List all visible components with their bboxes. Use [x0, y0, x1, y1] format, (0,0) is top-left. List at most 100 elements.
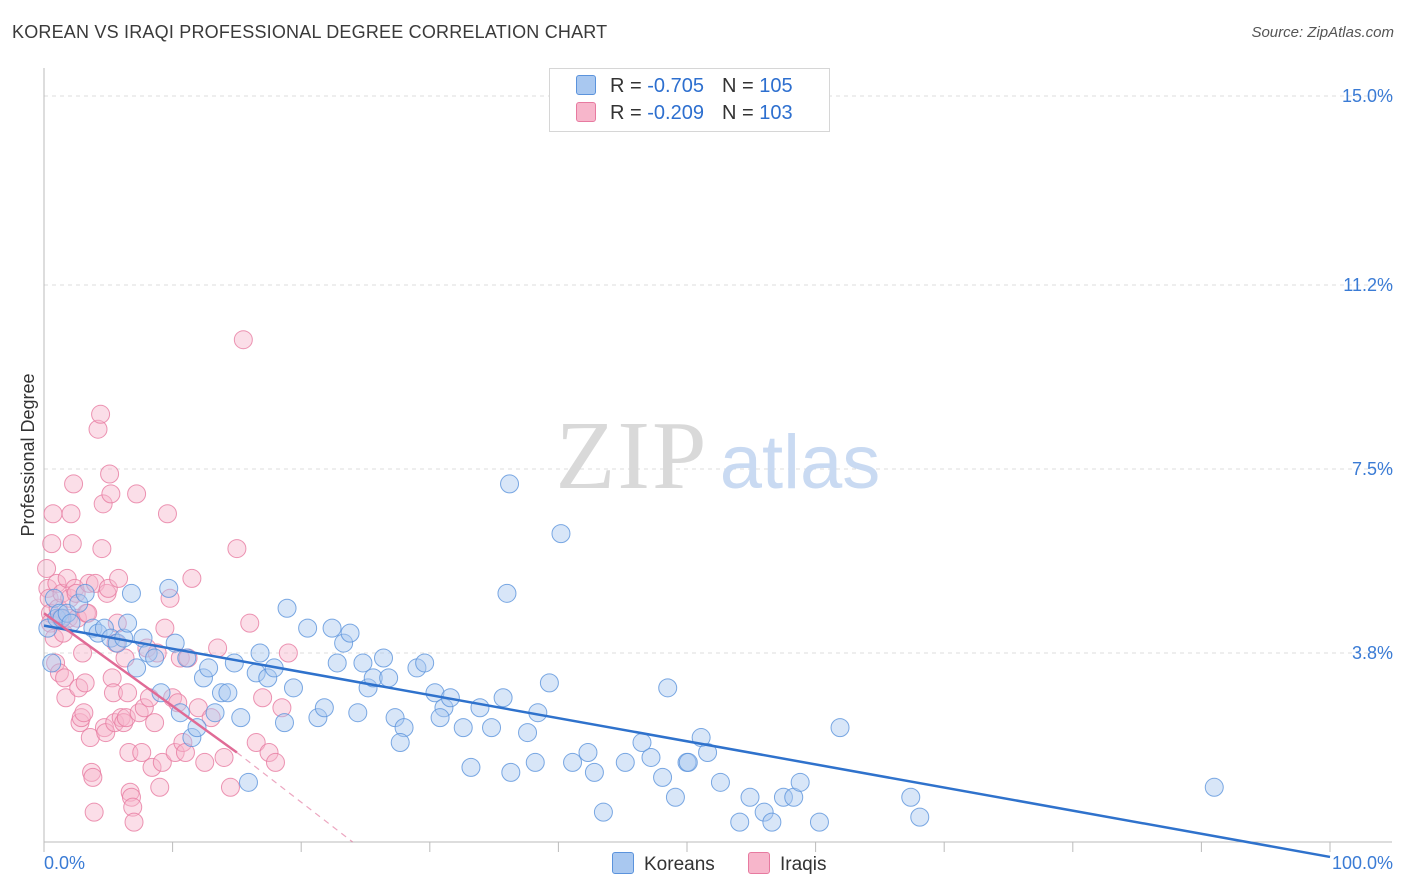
iraqi-point-75 [150, 777, 170, 797]
iraqi-point-22 [64, 474, 84, 494]
y-tick-label-1: 7.5% [1352, 459, 1393, 479]
iraqi-point-102 [278, 643, 298, 663]
iraqi-point-40 [88, 419, 108, 439]
iraqi-point-19 [60, 588, 80, 608]
bottom-legend-iraqi: Iraqis [748, 852, 826, 876]
iraqi-point-1 [38, 578, 58, 598]
iraqi-n-label: N = [721, 102, 754, 124]
iraqi-point-31 [75, 673, 95, 693]
korean-point-54 [363, 668, 383, 688]
korean-point-48 [327, 653, 347, 673]
legend-row-korean: R = -0.705 N = 105 [576, 75, 793, 99]
iraqi-point-99 [259, 742, 279, 762]
x-tick-label-min: 0.0% [44, 853, 85, 873]
korean-point-52 [353, 653, 373, 673]
korean-legend-swatch [612, 852, 634, 874]
korean-point-94 [730, 812, 750, 832]
korean-point-39 [258, 668, 278, 688]
korean-point-98 [773, 787, 793, 807]
korean-point-27 [182, 728, 202, 748]
korean-point-85 [641, 747, 661, 767]
korean-point-36 [238, 772, 258, 792]
korean-point-102 [830, 718, 850, 738]
iraqi-point-26 [69, 678, 89, 698]
iraqi-point-100 [265, 752, 285, 772]
korean-point-90 [678, 752, 698, 772]
korean-point-51 [348, 703, 368, 723]
iraqi-point-77 [155, 618, 175, 638]
y-tick-label-0: 3.8% [1352, 643, 1393, 663]
iraqi-point-79 [160, 588, 180, 608]
korean-point-29 [193, 668, 213, 688]
watermark-atlas: atlas [720, 420, 881, 505]
korean-point-59 [390, 733, 410, 753]
x-axis-ticks [43, 842, 1331, 852]
legend-row-iraqi: R = -0.209 N = 103 [576, 102, 793, 126]
korean-point-46 [314, 698, 334, 718]
iraqi-point-50 [102, 668, 122, 688]
korean-point-38 [250, 643, 270, 663]
korean-n-value: 105 [759, 75, 793, 97]
korean-point-71 [500, 474, 520, 494]
source-label: Source: ZipAtlas.com [1251, 24, 1394, 41]
iraqi-point-49 [101, 484, 121, 504]
korean-point-35 [231, 708, 251, 728]
iraqi-point-94 [227, 539, 247, 559]
korean-point-9 [75, 583, 95, 603]
korean-point-97 [762, 812, 782, 832]
iraqi-point-73 [145, 713, 165, 733]
korean-point-105 [1204, 777, 1224, 797]
korean-point-100 [790, 772, 810, 792]
korean-point-34 [224, 653, 244, 673]
korean-points [38, 474, 1224, 832]
iraqi-point-34 [79, 573, 99, 593]
iraqi-point-59 [116, 708, 136, 728]
iraqi-point-30 [74, 703, 94, 723]
watermark-zip: ZIP [556, 402, 709, 510]
korean-point-81 [584, 762, 604, 782]
iraqi-point-91 [208, 638, 228, 658]
korean-point-56 [379, 668, 399, 688]
korean-point-21 [145, 648, 165, 668]
korean-point-49 [334, 633, 354, 653]
korean-point-18 [127, 658, 147, 678]
iraqi-legend-swatch [748, 852, 770, 874]
korean-point-93 [710, 772, 730, 792]
iraqi-point-69 [134, 698, 154, 718]
iraqi-point-41 [91, 404, 111, 424]
iraqi-point-92 [214, 747, 234, 767]
iraqi-point-21 [62, 534, 82, 554]
korean-n-label: N = [721, 75, 754, 97]
korean-point-8 [69, 593, 89, 613]
korean-point-83 [615, 752, 635, 772]
korean-point-86 [653, 767, 673, 787]
korean-point-1 [42, 653, 62, 673]
korean-point-16 [118, 613, 138, 633]
korean-point-87 [658, 678, 678, 698]
stats-legend: R = -0.705 N = 105 R = -0.209 N = 103 [549, 68, 830, 132]
iraqi-point-15 [55, 668, 75, 688]
korean-point-75 [525, 752, 545, 772]
korean-point-26 [177, 648, 197, 668]
y-axis-label: Professional Degree [18, 373, 38, 536]
korean-point-96 [754, 802, 774, 822]
korean-point-44 [298, 618, 318, 638]
iraqi-point-5 [42, 534, 62, 554]
korean-point-17 [121, 583, 141, 603]
bottom-legend-korean: Koreans [612, 852, 715, 876]
iraqi-point-0 [37, 558, 57, 578]
korean-point-32 [211, 683, 231, 703]
iraqi-point-6 [43, 504, 63, 524]
trend-lines [43, 612, 1331, 859]
korean-point-78 [551, 524, 571, 544]
iraqi-r-value: -0.209 [647, 102, 704, 124]
korean-point-92 [698, 742, 718, 762]
korean-point-67 [461, 757, 481, 777]
korean-trend-line [43, 624, 1331, 859]
gridlines [44, 95, 1392, 654]
iraqi-point-65 [124, 812, 144, 832]
korean-swatch [576, 75, 596, 95]
chart-title: KOREAN VS IRAQI PROFESSIONAL DEGREE CORR… [12, 22, 608, 42]
korean-point-101 [809, 812, 829, 832]
iraqi-point-98 [253, 688, 273, 708]
